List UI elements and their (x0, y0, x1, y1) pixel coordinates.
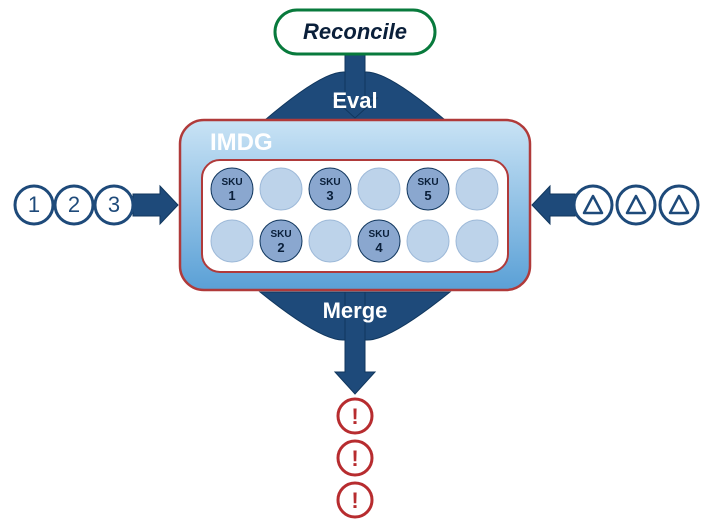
sku-slot-empty (211, 220, 253, 262)
sku-slot-empty (456, 168, 498, 210)
sku-number: 5 (424, 188, 431, 203)
sku-slot-filled: SKU3 (309, 168, 351, 210)
input-step-circle: 3 (95, 186, 133, 224)
sku-slot-filled: SKU4 (358, 220, 400, 262)
sku-number: 4 (375, 240, 383, 255)
sku-slot-filled: SKU5 (407, 168, 449, 210)
sku-slot-empty (260, 168, 302, 210)
delta-circle (660, 186, 698, 224)
exclamation-icon: ! (351, 404, 358, 429)
sku-label: SKU (221, 177, 242, 188)
sku-label: SKU (270, 229, 291, 240)
arrow-left (133, 186, 178, 224)
imdg-label: IMDG (210, 129, 273, 156)
input-step-number: 3 (108, 192, 120, 217)
sku-label: SKU (417, 177, 438, 188)
sku-slot-empty (456, 220, 498, 262)
sku-slot-empty (309, 220, 351, 262)
merge-label: Merge (323, 298, 388, 323)
sku-slot-empty (358, 168, 400, 210)
alert-circle: ! (338, 483, 372, 517)
sku-label: SKU (319, 177, 340, 188)
sku-number: 1 (228, 188, 235, 203)
sku-slot-filled: SKU2 (260, 220, 302, 262)
alert-circle: ! (338, 399, 372, 433)
eval-label: Eval (332, 88, 377, 113)
delta-circle (574, 186, 612, 224)
arrow-right (532, 186, 575, 224)
delta-circle (617, 186, 655, 224)
input-step-circle: 2 (55, 186, 93, 224)
reconcile-label: Reconcile (303, 19, 407, 44)
input-step-number: 1 (28, 192, 40, 217)
sku-slot-filled: SKU1 (211, 168, 253, 210)
sku-number: 2 (277, 240, 284, 255)
sku-slot-empty (407, 220, 449, 262)
sku-number: 3 (326, 188, 333, 203)
alert-circle: ! (338, 441, 372, 475)
exclamation-icon: ! (351, 488, 358, 513)
sku-label: SKU (368, 229, 389, 240)
input-step-number: 2 (68, 192, 80, 217)
exclamation-icon: ! (351, 446, 358, 471)
input-step-circle: 1 (15, 186, 53, 224)
